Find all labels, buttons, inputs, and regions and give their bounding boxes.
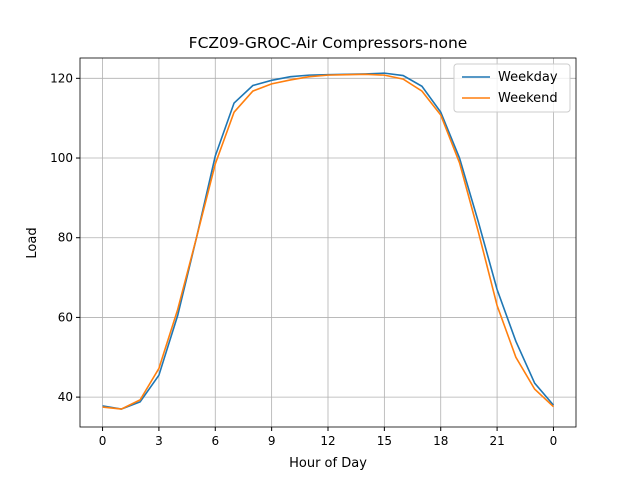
y-tick-label: 80 (58, 231, 73, 245)
legend-label: Weekend (498, 91, 558, 106)
x-tick-label: 21 (489, 434, 504, 448)
plot-frame (79, 57, 577, 428)
x-tick-label: 9 (268, 434, 276, 448)
y-tick-label: 40 (58, 390, 73, 404)
legend-label: Weekday (498, 70, 558, 85)
x-axis-label: Hour of Day (289, 456, 367, 471)
legend-box (453, 63, 571, 113)
x-tick-label: 18 (433, 434, 448, 448)
series-line (102, 73, 555, 410)
x-tick-label: 6 (211, 434, 219, 448)
y-tick-label: 100 (50, 151, 73, 165)
x-tick-label: 15 (377, 434, 392, 448)
y-axis-label: Load (25, 227, 40, 258)
chart-title: FCZ09-GROC-Air Compressors-none (189, 34, 468, 52)
x-tick-label: 3 (155, 434, 163, 448)
x-tick-label: 0 (99, 434, 107, 448)
y-tick-label: 120 (50, 71, 73, 85)
y-tick-label: 60 (58, 310, 73, 324)
x-tick-label: 12 (320, 434, 335, 448)
x-tick-label: 0 (550, 434, 558, 448)
legend: Weekday Weekend (453, 63, 571, 113)
